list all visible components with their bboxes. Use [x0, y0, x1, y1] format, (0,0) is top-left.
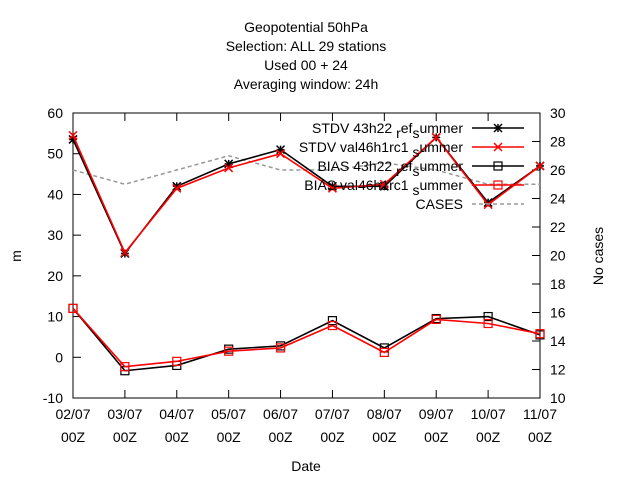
y-tick-label: 60: [47, 105, 63, 121]
legend-item: BIAS val46h1rc1 summer: [304, 177, 524, 198]
x-tick-label-hour: 00Z: [165, 429, 190, 445]
data-point: [276, 145, 286, 155]
x-tick-label-date: 02/07: [55, 406, 90, 422]
legend-item: BIAS 43h22 refsummer: [317, 158, 524, 179]
y-axis: -10 0 10 20 30 40 50 60: [43, 105, 81, 406]
data-point: [224, 346, 234, 356]
x-axis: 02/07 00Z 03/07 00Z 04/07 00Z 05/07 00Z 06/07 00Z…: [55, 113, 557, 445]
legend-marker: [493, 123, 503, 133]
y2-tick-label: 12: [550, 362, 566, 378]
series-line: [72, 307, 541, 368]
x-tick-label-date: 11/07: [523, 406, 557, 422]
y-tick-label: 0: [55, 349, 63, 365]
y-tick-label: 50: [47, 146, 63, 162]
data-point: [483, 318, 493, 329]
x-tick-label-date: 05/07: [211, 406, 246, 422]
data-point: [327, 320, 338, 331]
x-tick-label-hour: 00Z: [372, 429, 397, 445]
x-tick-label-hour: 00Z: [217, 429, 242, 445]
y-tick-label: -10: [43, 390, 63, 406]
y-tick-label: 30: [47, 227, 63, 243]
legend-label: BIAS val46h1rc1 summer: [304, 177, 463, 198]
x-tick-label-date: 06/07: [263, 406, 298, 422]
x-tick-label-hour: 00Z: [113, 429, 138, 445]
data-point: [68, 130, 78, 140]
data-point: [431, 314, 441, 325]
x-tick-label-hour: 00Z: [528, 429, 553, 445]
legend-marker: [493, 161, 503, 171]
y2-tick-label: 16: [550, 305, 566, 321]
data-point: [483, 311, 493, 322]
y-axis-label: m: [8, 250, 24, 262]
series-3: [68, 303, 545, 372]
legend-label: CASES: [416, 196, 463, 212]
y2-axis: 10 12 14 16 18 20 22 24 26 28 30: [532, 105, 566, 406]
x-tick-label-date: 09/07: [419, 406, 454, 422]
data-point: [172, 183, 182, 193]
series-1: [68, 130, 545, 258]
legend-label: STDV 43h22 refsummer: [312, 120, 463, 141]
y2-tick-label: 24: [550, 191, 566, 207]
title-line: Geopotential 50hPa: [244, 19, 368, 35]
x-tick-label-hour: 00Z: [476, 429, 501, 445]
plot-frame: [72, 112, 541, 399]
data-point: [327, 183, 337, 193]
x-tick-label-hour: 00Z: [268, 429, 293, 445]
data-point: [224, 163, 234, 173]
series-2: [68, 303, 545, 376]
data-point: [379, 347, 389, 357]
data-point: [172, 356, 182, 366]
data-point: [120, 362, 130, 372]
y-tick-label: 40: [47, 186, 63, 202]
legend-item: CASES: [416, 196, 524, 212]
legend-item: STDV 43h22 refsummer: [312, 120, 524, 141]
series-line: [72, 135, 541, 255]
y2-axis-label: No cases: [590, 227, 606, 285]
x-tick-label-hour: 00Z: [320, 429, 345, 445]
data-point: [431, 132, 441, 142]
x-tick-label-date: 08/07: [367, 406, 402, 422]
y2-tick-label: 20: [550, 248, 566, 264]
data-point: [535, 329, 545, 339]
legend-label: BIAS 43h22 refsummer: [317, 158, 463, 179]
x-tick-label-hour: 00Z: [424, 429, 449, 445]
y-tick-label: 20: [47, 268, 63, 284]
series-line: [72, 307, 541, 372]
x-tick-label-date: 04/07: [159, 406, 194, 422]
title-line: Selection: ALL 29 stations: [226, 38, 387, 54]
data-point: [535, 161, 545, 171]
y2-tick-label: 28: [550, 134, 566, 150]
legend-label: STDV val46h1rc1 summer: [299, 139, 464, 160]
data-point: [276, 149, 286, 159]
legend-item: STDV val46h1rc1 summer: [299, 139, 524, 160]
x-tick-label-date: 03/07: [107, 406, 142, 422]
series-4: [72, 154, 540, 186]
series-layer: [68, 130, 545, 376]
title-line: Used 00 + 24: [264, 57, 348, 73]
y2-tick-label: 26: [550, 162, 566, 178]
data-point: [68, 303, 78, 314]
y2-tick-label: 22: [550, 219, 566, 235]
x-axis-label: Date: [291, 458, 321, 474]
data-point: [327, 316, 338, 326]
y2-tick-label: 14: [550, 333, 566, 349]
legend-marker: [493, 180, 503, 190]
x-tick-label-hour: 00Z: [61, 429, 86, 445]
legend-marker: [493, 142, 503, 152]
x-tick-label-date: 10/07: [471, 406, 506, 422]
series-line: [72, 154, 540, 186]
title-line: Averaging window: 24h: [234, 76, 379, 92]
data-point: [275, 343, 286, 353]
data-point: [120, 248, 130, 258]
y-tick-label: 10: [47, 309, 63, 325]
chart-title: Geopotential 50hPa Selection: ALL 29 stat…: [226, 19, 387, 92]
y2-tick-label: 10: [550, 390, 566, 406]
y2-tick-label: 18: [550, 276, 566, 292]
x-tick-label-date: 07/07: [315, 406, 350, 422]
y2-tick-label: 30: [550, 105, 566, 121]
data-point: [379, 179, 389, 189]
